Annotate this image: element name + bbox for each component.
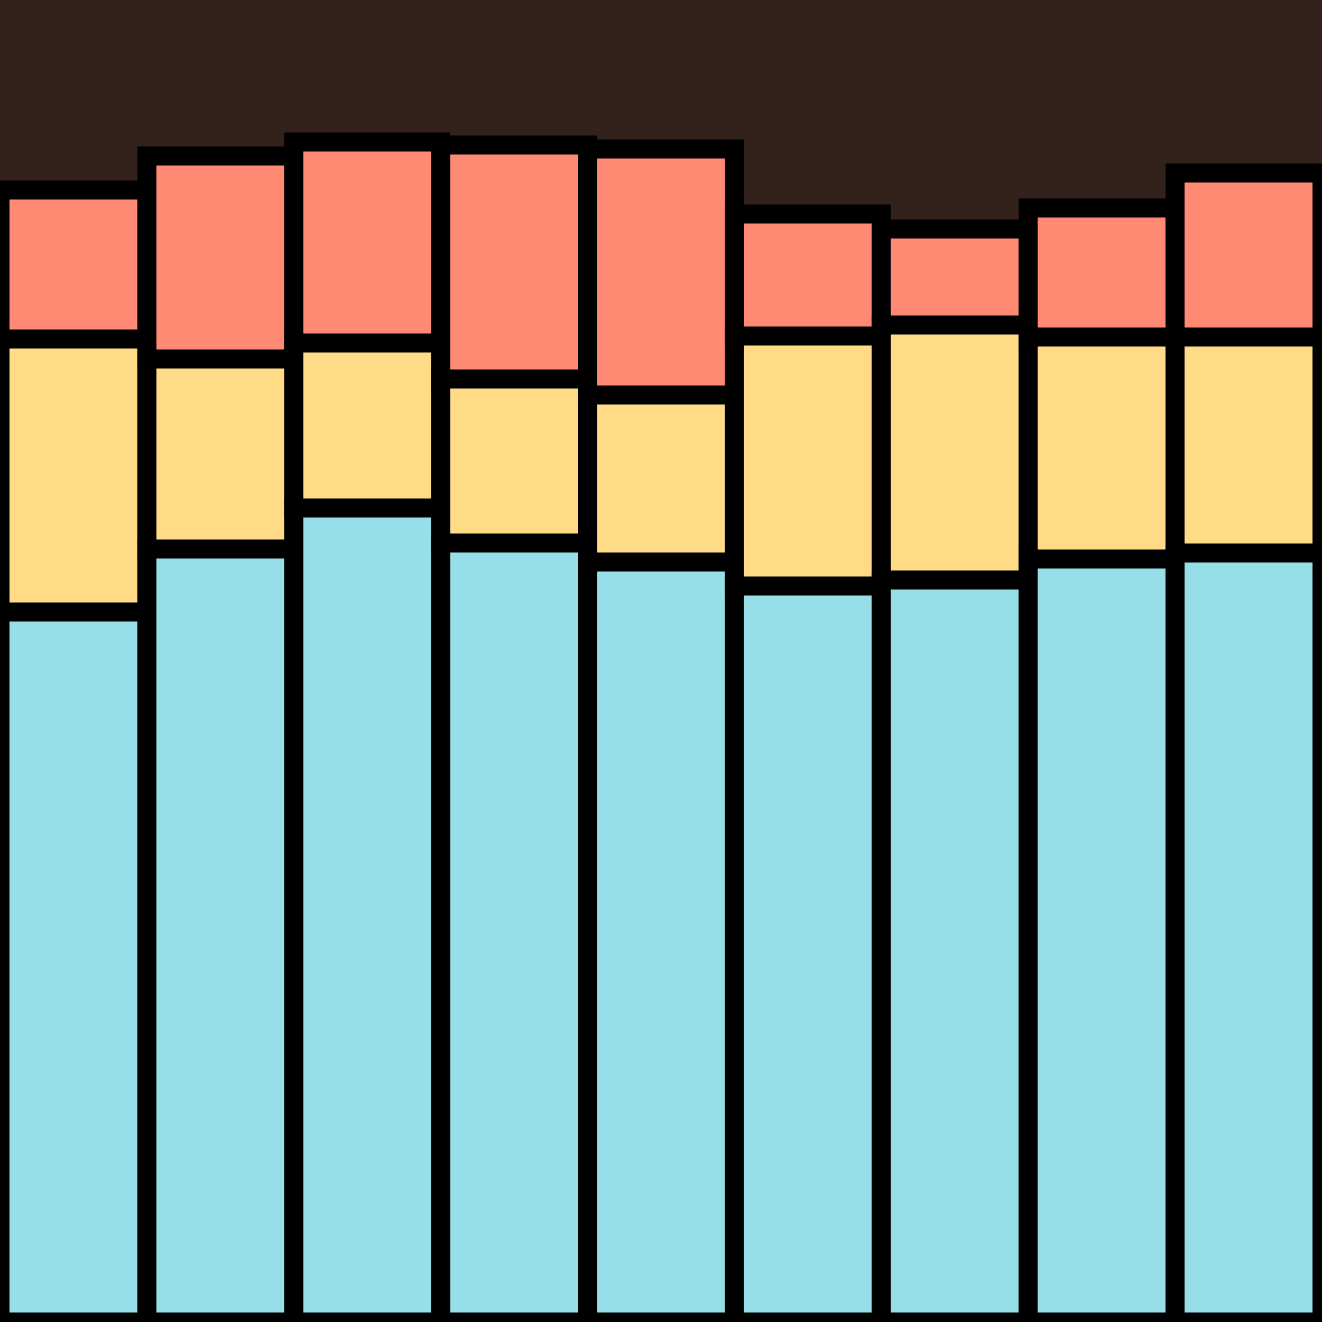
bar-segment [724, 576, 891, 1322]
bar-segment [284, 333, 451, 518]
bar-segment [137, 146, 304, 369]
bar-segment [431, 533, 598, 1322]
bar-segment [1165, 327, 1322, 563]
bar-segment [0, 180, 157, 349]
bar-segment [578, 385, 744, 572]
bar-segment [431, 369, 598, 553]
bar-segment [137, 539, 304, 1322]
bar-segment [1165, 543, 1322, 1322]
bar-segment [871, 570, 1038, 1322]
bar-segment [578, 139, 744, 405]
bar-segment [871, 219, 1038, 335]
bar-segment [1018, 198, 1185, 347]
bar-segment [1018, 327, 1185, 569]
bar-segment [578, 552, 744, 1322]
bar-segment [724, 326, 891, 596]
bar-segment [0, 602, 157, 1322]
bar-segment [871, 315, 1038, 590]
bar-segment [284, 132, 451, 353]
bar-segment [1018, 549, 1185, 1322]
bar-segment [0, 329, 157, 622]
bar-segment [724, 204, 891, 346]
bar-segment [1165, 163, 1322, 347]
bar-segment [284, 498, 451, 1322]
bar-segment [431, 135, 598, 389]
bar-segment [137, 349, 304, 559]
